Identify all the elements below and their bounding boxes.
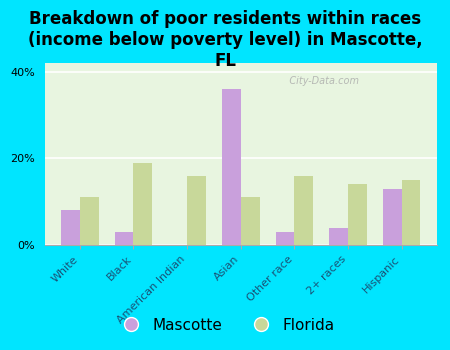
Bar xyxy=(329,228,348,245)
Bar xyxy=(402,180,420,245)
Bar xyxy=(275,232,294,245)
Bar xyxy=(383,189,402,245)
Bar xyxy=(115,232,134,245)
Text: City-Data.com: City-Data.com xyxy=(280,76,359,86)
Bar xyxy=(294,176,313,245)
Bar xyxy=(348,184,367,245)
Bar xyxy=(187,176,206,245)
Bar xyxy=(241,197,260,245)
Text: Breakdown of poor residents within races
(income below poverty level) in Mascott: Breakdown of poor residents within races… xyxy=(28,10,422,70)
Bar xyxy=(222,89,241,245)
Bar xyxy=(134,163,152,245)
Legend: Mascotte, Florida: Mascotte, Florida xyxy=(110,312,340,339)
Bar xyxy=(80,197,99,245)
Bar xyxy=(61,210,80,245)
